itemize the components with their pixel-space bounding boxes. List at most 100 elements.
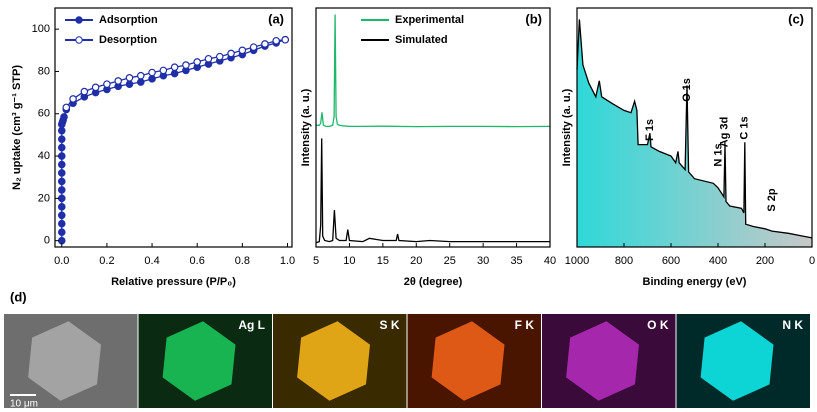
marker [57,228,66,236]
y-axis-label: Intensity (a. u.) [561,88,573,166]
x-tick-label: 0.0 [54,255,69,267]
y-tick-label: 60 [38,108,50,120]
panel-label: (b) [525,11,542,26]
x-tick-label: 0.8 [235,255,250,267]
map-label: S K [379,318,399,332]
x-tick-label: 35 [510,255,522,267]
panel-label: (c) [788,11,804,26]
peak-label: F 1s [644,119,656,141]
legend-label: Simulated [395,34,448,46]
x-tick-label: 0 [809,255,815,267]
marker [80,87,89,96]
marker [57,169,66,177]
marker [182,61,190,69]
x-tick-label: 800 [615,255,633,267]
legend-label: Desorption [99,34,157,46]
plot-frame [54,7,293,248]
map-label: N K [782,318,803,332]
marker [69,95,77,103]
marker [215,52,224,61]
crystal [700,321,774,401]
marker [57,135,66,143]
y-tick-label: 40 [38,150,50,162]
peak-label: C 1s [739,116,751,139]
marker [57,177,66,186]
line [315,138,550,244]
marker [238,46,247,55]
y-tick-label: 80 [38,65,50,77]
marker [148,68,156,77]
marker [136,71,145,80]
marker [57,211,66,220]
line [576,19,813,239]
marker [170,63,179,72]
y-tick-label: 20 [38,192,50,204]
marker [57,186,66,194]
marker [91,83,100,92]
marker [114,77,123,85]
peak-label: O 1s [681,78,693,102]
legend-marker [75,36,83,44]
x-axis-label: Binding energy (eV) [643,276,747,288]
legend-label: Adsorption [99,14,158,26]
peak-label: N 1s [712,143,724,166]
x-tick-label: 0.4 [144,255,159,267]
map-label: Ag L [238,318,265,332]
marker [170,69,179,78]
x-tick-label: 25 [444,255,456,267]
y-tick-label: 0 [44,235,50,247]
x-tick-label: 600 [662,255,680,267]
x-tick-label: 10 [343,255,355,267]
x-tick-label: 1000 [565,255,589,267]
x-tick-label: 40 [544,255,556,267]
marker [57,126,66,135]
marker [60,113,68,121]
crystal [28,321,102,401]
marker [57,160,66,169]
marker [57,236,66,245]
marker [261,40,269,48]
marker [125,80,134,88]
peak-label: S 2p [766,188,778,212]
x-tick-label: 400 [709,255,727,267]
panel-label: (a) [268,11,284,26]
marker [204,54,213,63]
map-label: F K [515,318,535,332]
legend-label: Experimental [395,14,464,26]
x-tick-label: 1.0 [280,255,295,267]
crystal [431,321,505,401]
y-axis-label: N₂ uptake (cm³ g⁻¹ STP) [11,65,23,190]
x-axis-label: 2θ (degree) [404,276,463,288]
x-tick-label: 30 [477,255,489,267]
y-axis-label: Intensity (a. u.) [300,88,312,166]
x-tick-label: 15 [377,255,389,267]
marker [125,73,134,82]
marker [136,78,145,86]
scale-bar-label: 10 μm [10,399,38,410]
x-tick-label: 0.2 [99,255,114,267]
panel-label: (d) [10,289,27,304]
crystal [162,321,236,401]
x-tick-label: 5 [313,255,319,267]
line [316,14,551,128]
plot-frame [315,7,551,248]
crystal [297,321,370,401]
marker [249,43,258,51]
marker [148,75,156,83]
marker [57,194,66,203]
marker [57,152,66,160]
marker [57,143,66,152]
marker [272,36,281,45]
plot-frame [576,7,813,248]
area [577,19,812,248]
marker [227,49,235,58]
legend-marker [75,16,83,24]
y-tick-label: 100 [32,23,50,35]
marker [193,58,202,66]
marker [62,103,71,112]
marker [57,203,66,211]
marker [103,80,111,88]
marker [281,35,290,44]
